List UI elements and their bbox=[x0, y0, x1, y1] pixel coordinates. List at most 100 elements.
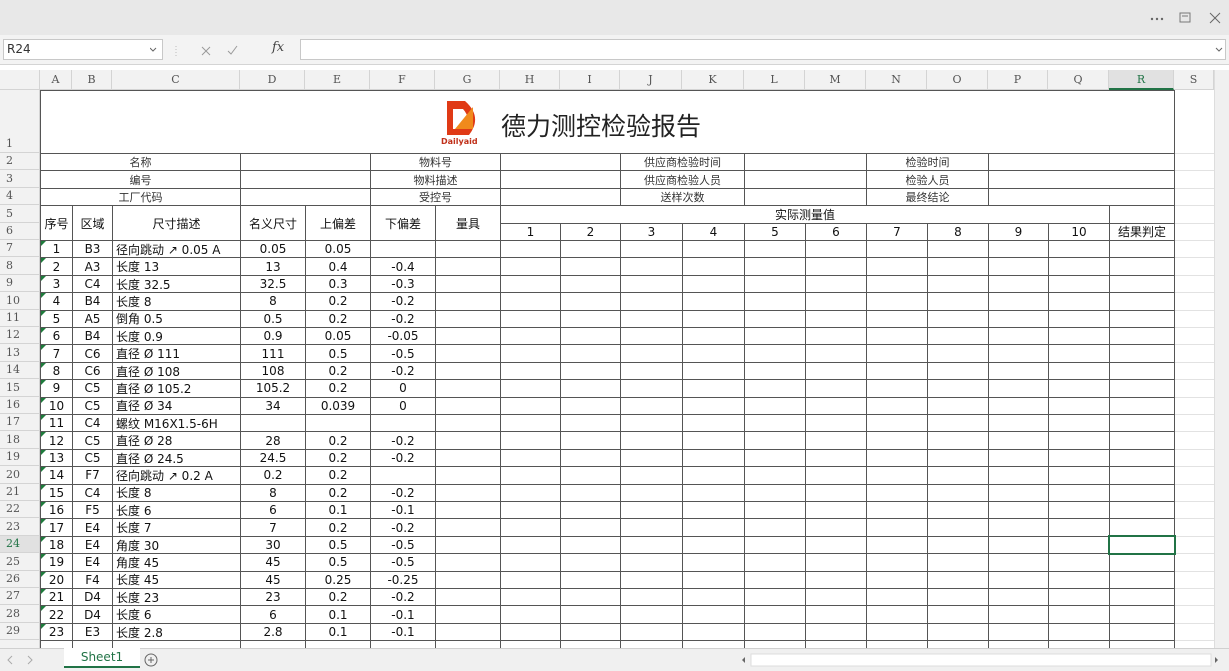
measure-cell bbox=[682, 483, 745, 502]
measure-cell bbox=[744, 240, 806, 259]
measure-cell bbox=[500, 379, 561, 398]
measure-cell bbox=[620, 605, 683, 624]
measure-cell bbox=[927, 257, 989, 276]
measure-cell bbox=[1109, 309, 1175, 328]
measure-cell bbox=[988, 518, 1049, 537]
item-desc: 直径 Ø 28 bbox=[112, 431, 241, 450]
row-header: 17 bbox=[0, 414, 40, 432]
name-box[interactable]: R24 bbox=[3, 39, 163, 60]
item-lower: 0 bbox=[370, 379, 436, 398]
measure-cell bbox=[927, 327, 989, 346]
measure-cell bbox=[500, 240, 561, 259]
item-area: C5 bbox=[72, 448, 113, 468]
info-value bbox=[240, 153, 371, 172]
column-title: 序号 bbox=[40, 205, 73, 241]
item-lower: -0.5 bbox=[370, 553, 436, 572]
measure-cell bbox=[927, 466, 989, 485]
row-header: 13 bbox=[0, 344, 40, 362]
measure-cell bbox=[1048, 570, 1110, 589]
measure-cell bbox=[682, 379, 745, 398]
measure-cell bbox=[560, 361, 621, 381]
item-lower: -0.25 bbox=[370, 570, 436, 589]
measure-cell bbox=[1109, 483, 1175, 502]
cell bbox=[1109, 205, 1175, 224]
measure-cell bbox=[682, 257, 745, 276]
item-area: C6 bbox=[72, 344, 113, 363]
measure-cell bbox=[560, 448, 621, 468]
formula-input[interactable] bbox=[300, 39, 1226, 60]
measure-cell bbox=[1109, 257, 1175, 276]
text-flag bbox=[41, 310, 46, 316]
measure-cell bbox=[500, 622, 561, 642]
vertical-scrollbar[interactable] bbox=[1214, 70, 1229, 648]
item-area: D4 bbox=[72, 605, 113, 624]
measure-cell bbox=[805, 414, 867, 433]
window-controls[interactable] bbox=[1148, 10, 1228, 26]
measure-cell bbox=[435, 431, 501, 450]
measure-cell bbox=[927, 292, 989, 311]
sheet-tab[interactable]: Sheet1 bbox=[64, 648, 140, 668]
text-flag bbox=[41, 293, 46, 299]
item-area: C4 bbox=[72, 414, 113, 433]
column-header: B bbox=[72, 70, 112, 90]
measure-cell bbox=[744, 379, 806, 398]
item-desc: 角度 45 bbox=[112, 553, 241, 572]
item-desc: 直径 Ø 105.2 bbox=[112, 379, 241, 398]
measure-cell bbox=[988, 448, 1049, 468]
measure-cell bbox=[500, 292, 561, 311]
row-header: 24 bbox=[0, 535, 40, 554]
measure-cell bbox=[620, 344, 683, 363]
measure-cell bbox=[682, 553, 745, 572]
tab-nav[interactable] bbox=[4, 654, 44, 666]
measure-cell bbox=[988, 501, 1049, 520]
measure-cell bbox=[927, 344, 989, 363]
item-nominal: 28 bbox=[240, 431, 306, 450]
measure-cell bbox=[866, 431, 928, 450]
measure-cell bbox=[500, 414, 561, 433]
item-area: C4 bbox=[72, 274, 113, 294]
measure-cell bbox=[1048, 518, 1110, 537]
item-area: E4 bbox=[72, 518, 113, 537]
item-upper: 0.2 bbox=[305, 588, 371, 607]
measure-cell bbox=[620, 257, 683, 276]
item-area: D4 bbox=[72, 588, 113, 607]
measure-cell bbox=[560, 240, 621, 259]
measure-cell bbox=[1048, 309, 1110, 328]
item-no: 21 bbox=[40, 588, 73, 607]
column-header: Q bbox=[1048, 70, 1109, 90]
measure-cell bbox=[1048, 535, 1110, 555]
item-upper: 0.1 bbox=[305, 622, 371, 642]
measure-no: 6 bbox=[805, 222, 867, 241]
item-nominal: 111 bbox=[240, 344, 306, 363]
item-area: F7 bbox=[72, 466, 113, 485]
row-header: 20 bbox=[0, 466, 40, 484]
logo-text: Dailyaid bbox=[441, 137, 478, 146]
column-title: 实际测量值 bbox=[500, 205, 1110, 224]
measure-cell bbox=[805, 448, 867, 468]
fx-label[interactable]: fx bbox=[272, 40, 285, 55]
item-lower bbox=[370, 414, 436, 433]
measure-cell bbox=[620, 379, 683, 398]
item-lower: -0.2 bbox=[370, 431, 436, 450]
horizontal-scrollbar[interactable] bbox=[735, 653, 1225, 667]
item-desc: 长度 6 bbox=[112, 501, 241, 520]
item-nominal: 30 bbox=[240, 535, 306, 555]
item-nominal: 23 bbox=[240, 588, 306, 607]
column-header: R bbox=[1109, 70, 1174, 90]
measure-cell bbox=[927, 361, 989, 381]
measure-cell bbox=[1048, 344, 1110, 363]
cell bbox=[72, 640, 113, 648]
row-header: 29 bbox=[0, 622, 40, 641]
measure-cell bbox=[435, 605, 501, 624]
add-sheet[interactable] bbox=[143, 652, 159, 668]
measure-cell bbox=[744, 448, 806, 468]
measure-cell bbox=[620, 466, 683, 485]
measure-cell bbox=[620, 327, 683, 346]
item-area: F4 bbox=[72, 570, 113, 589]
item-upper: 0.2 bbox=[305, 431, 371, 450]
column-header: A bbox=[40, 70, 72, 90]
expand-arrow[interactable] bbox=[1214, 45, 1226, 55]
measure-cell bbox=[560, 622, 621, 642]
column-title: 区域 bbox=[72, 205, 113, 241]
info-label: 编号 bbox=[40, 170, 241, 189]
